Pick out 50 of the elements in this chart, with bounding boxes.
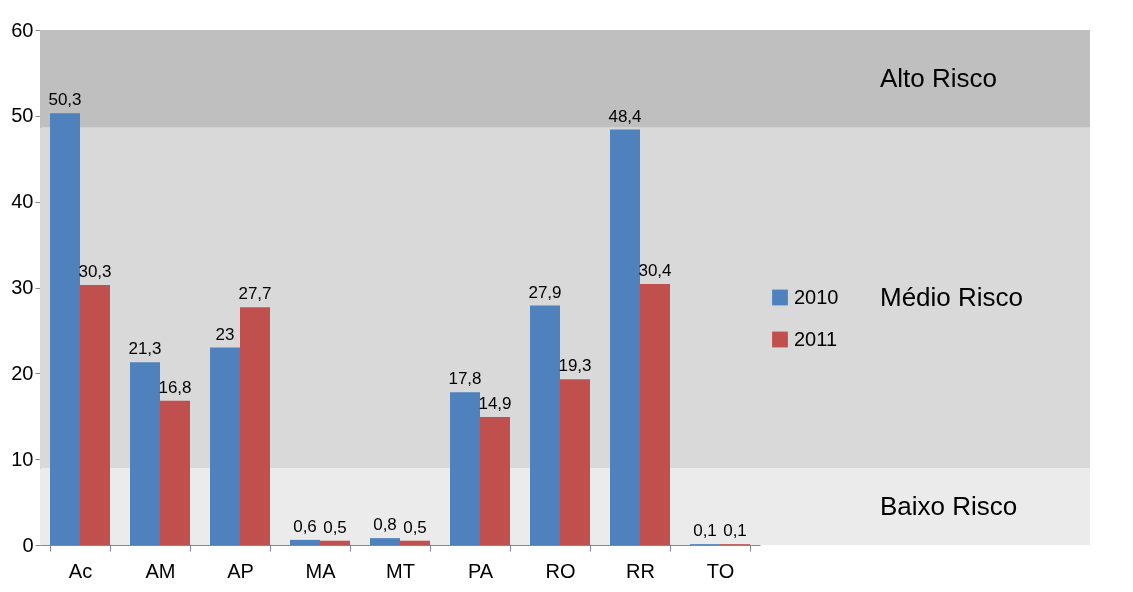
y-tick-label: 30 — [11, 276, 34, 298]
legend-label: 2010 — [794, 285, 839, 308]
bar — [240, 307, 270, 545]
bar — [610, 129, 640, 545]
data-label: 0,1 — [693, 521, 717, 541]
data-label: 50,3 — [48, 90, 82, 110]
x-tick-label: RO — [545, 559, 576, 582]
data-label: 0,5 — [323, 517, 347, 537]
y-tick-label: 50 — [11, 104, 34, 127]
y-tick-label: 10 — [11, 447, 34, 470]
x-tick-label: AM — [145, 559, 176, 582]
x-tick-label: MT — [386, 559, 415, 582]
data-label: 23 — [215, 324, 235, 344]
data-label: 27,7 — [238, 284, 272, 304]
y-tick-label: 0 — [22, 533, 34, 556]
bar — [160, 400, 190, 545]
band-label: Médio Risco — [880, 282, 1024, 313]
data-label: 0,1 — [723, 521, 747, 541]
bar — [400, 540, 430, 545]
bar — [560, 379, 590, 545]
x-tick-label: RR — [626, 559, 655, 582]
bar — [210, 347, 240, 545]
data-label: 17,8 — [448, 369, 482, 389]
band-label: Alto Risco — [880, 62, 998, 93]
bar — [50, 113, 80, 545]
data-label: 0,6 — [293, 516, 317, 536]
bar — [640, 284, 670, 545]
bar — [290, 539, 320, 545]
bar — [320, 540, 350, 545]
data-label: 27,9 — [528, 282, 562, 302]
bar — [370, 538, 400, 545]
y-tick-label: 40 — [11, 190, 34, 213]
x-tick-label: AP — [227, 559, 254, 582]
data-label: 48,4 — [608, 106, 642, 126]
band-label: Baixo Risco — [880, 490, 1018, 521]
x-tick-label: Ac — [68, 559, 93, 582]
bar — [80, 284, 110, 545]
x-tick-label: MA — [305, 559, 337, 582]
data-label: 21,3 — [128, 339, 162, 359]
bar — [530, 305, 560, 545]
x-tick-label: TO — [706, 559, 735, 582]
x-tick-label: PA — [467, 559, 494, 582]
y-tick-label: 20 — [11, 361, 34, 384]
bar — [480, 417, 510, 545]
bar — [130, 362, 160, 545]
bar — [450, 392, 480, 545]
data-label: 0,5 — [403, 517, 427, 537]
y-tick-label: 60 — [11, 18, 34, 41]
legend-label: 2011 — [794, 327, 838, 350]
data-label: 0,8 — [373, 515, 397, 535]
